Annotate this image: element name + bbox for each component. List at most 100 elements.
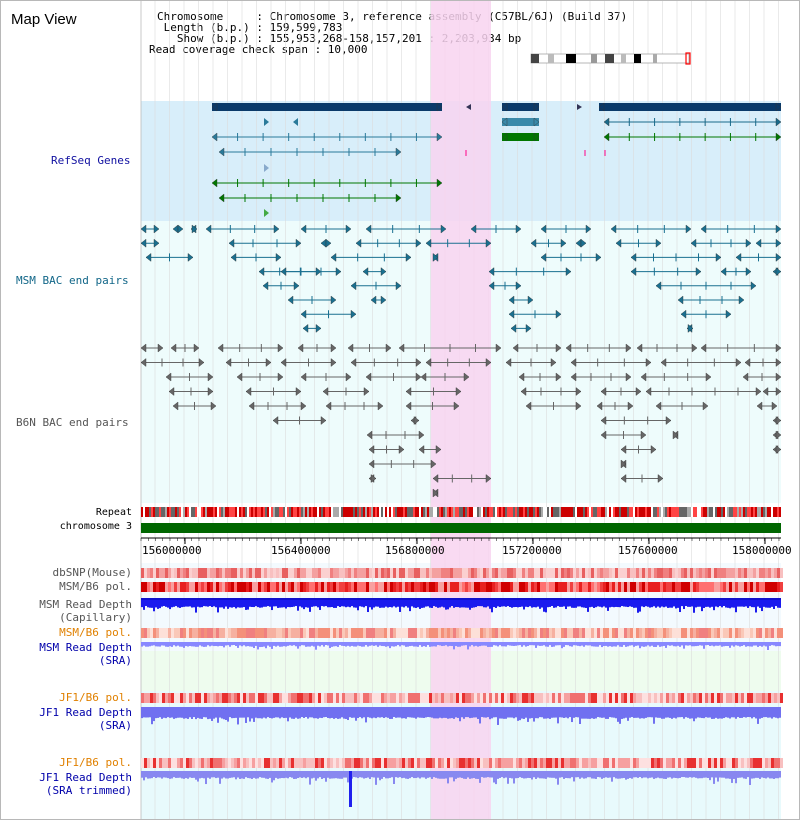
lower-tracks[interactable] — [141, 568, 783, 807]
msm-b6-pol-sra-label[interactable]: MSM/B6 pol. — [59, 626, 132, 639]
b6n-bac-pair — [325, 401, 384, 411]
tick-label: 156000000 — [142, 544, 202, 557]
msm-bac-pair — [610, 224, 692, 234]
b6n-bac-pair — [236, 372, 284, 382]
b6n-bac-pair — [600, 430, 647, 440]
b6n-bac-pair — [655, 401, 709, 411]
msm-bac-pair — [320, 238, 332, 248]
msm-bac-pair — [488, 267, 572, 277]
msm-bac-pair — [755, 238, 782, 248]
msm-bac-pair — [677, 295, 745, 305]
b6n-bac-pair — [772, 416, 782, 425]
msm-bac-pair — [287, 295, 337, 305]
msm-bac-pair — [575, 238, 587, 248]
refseq-gene — [598, 102, 782, 112]
msm-depth-sra-label[interactable]: MSM Read Depth — [39, 641, 132, 654]
msm-bac-pair — [540, 224, 592, 234]
msm-bac-label[interactable]: MSM BAC end pairs — [16, 274, 129, 287]
refseq-gene — [211, 132, 443, 142]
msm-bac-pair — [330, 252, 412, 262]
b6n-bac-pair — [432, 474, 492, 483]
b6n-bac-pair — [596, 401, 634, 411]
jf1-depth-trimmed-label[interactable]: JF1 Read Depth — [39, 771, 132, 784]
b6n-bac-pair — [645, 387, 762, 396]
refseq-gene — [211, 178, 443, 188]
msm-bac-pair — [228, 238, 302, 248]
refseq-genes-label[interactable]: RefSeq Genes — [51, 154, 131, 167]
jf1-depth-sra-label[interactable]: JF1 Read Depth — [39, 706, 132, 719]
msm-b6-pol-label[interactable]: MSM/B6 pol. — [59, 580, 132, 593]
repeat-label: Repeat — [95, 507, 132, 518]
tick-label: 158000000 — [732, 544, 792, 557]
depth-spike — [349, 771, 352, 807]
msm-bac-pair — [690, 238, 752, 248]
b6n-bac-pair — [368, 445, 405, 454]
refseq-gene — [603, 117, 782, 127]
b6n-bac-label[interactable]: B6N BAC end pairs — [16, 416, 129, 429]
msm-bac-pair — [140, 224, 160, 234]
msm-depth-capillary-label[interactable]: MSM Read Depth — [39, 598, 132, 611]
msm-bac-track[interactable] — [140, 224, 782, 333]
msm-bac-pair — [615, 238, 662, 248]
coverage-span-line: Read coverage check span : 10,000 — [149, 43, 368, 56]
b6n-bac-pair — [140, 343, 164, 353]
refseq-genes-track[interactable] — [211, 102, 782, 217]
dbsnp-label[interactable]: dbSNP(Mouse) — [52, 566, 132, 579]
b6n-bac-pair — [620, 474, 664, 483]
tick-label: 156800000 — [385, 544, 445, 557]
jf1-depth-trimmed-sublabel: (SRA trimmed) — [45, 784, 132, 797]
b6n-bac-pair — [368, 459, 437, 469]
dbsnp-heat-row — [141, 568, 783, 578]
b6n-bac-track[interactable] — [140, 343, 782, 498]
msm-bac-pair — [355, 238, 422, 248]
b6n-bac-pair — [165, 372, 214, 382]
msm-bac-pair — [700, 224, 782, 234]
jf1-b6-pol-trim-heat-row — [141, 758, 783, 768]
msm-bac-pair — [280, 267, 342, 277]
b6n-bac-pair — [600, 387, 642, 396]
b6n-bac-pair — [762, 387, 782, 396]
refseq-marker — [577, 104, 582, 110]
b6n-bac-pair — [297, 343, 337, 353]
b6n-bac-pair — [518, 372, 562, 382]
b6n-bac-pair — [272, 416, 327, 425]
chromosome-ideogram[interactable] — [530, 52, 691, 65]
msm-depth-capillary-row — [141, 598, 781, 613]
b6n-bac-pair — [672, 430, 679, 440]
msm-bac-pair — [508, 309, 562, 319]
length-line: Length (b.p.) : 159,599,783 — [157, 21, 343, 34]
b6n-bac-pair — [347, 343, 392, 353]
msm-bac-pair — [772, 267, 782, 277]
coordinate-axis — [140, 537, 781, 544]
b6n-bac-pair — [168, 387, 214, 396]
b6n-bac-pair — [418, 445, 442, 454]
msm-bac-pair — [735, 252, 782, 262]
b6n-bac-pair — [636, 343, 698, 353]
jf1-b6-pol-label[interactable]: JF1/B6 pol. — [59, 691, 132, 704]
b6n-bac-pair — [420, 372, 470, 382]
msm-bac-pair — [350, 281, 402, 291]
msm-bac-pair — [145, 252, 194, 262]
msm-depth-sra-row — [141, 642, 781, 650]
msm-bac-pair — [432, 252, 439, 262]
msm-bac-pair — [720, 267, 752, 277]
msm-depth-capillary-sublabel: (Capillary) — [59, 611, 132, 624]
msm-bac-pair — [530, 238, 567, 248]
repeat-track[interactable] — [141, 507, 781, 517]
b6n-bac-pair — [756, 401, 778, 411]
tick-label: 157200000 — [502, 544, 562, 557]
msm-bac-pair — [510, 323, 532, 333]
jf1-depth-sra-sublabel: (SRA) — [98, 719, 132, 732]
jf1-b6-pol-heat-row — [141, 693, 783, 703]
jf1-b6-pol-trim-label[interactable]: JF1/B6 pol. — [59, 756, 132, 769]
msm-depth-sra-sublabel: (SRA) — [98, 654, 132, 667]
map-view-title: Map View — [11, 11, 77, 28]
chromosome-bar — [141, 523, 781, 533]
b6n-bac-pair — [505, 358, 557, 367]
msm-bac-pair — [362, 267, 387, 277]
msm-bac-pair — [190, 224, 198, 234]
b6n-bac-pair — [245, 387, 302, 396]
b6n-bac-pair — [425, 358, 492, 367]
b6n-bac-pair — [280, 358, 337, 367]
